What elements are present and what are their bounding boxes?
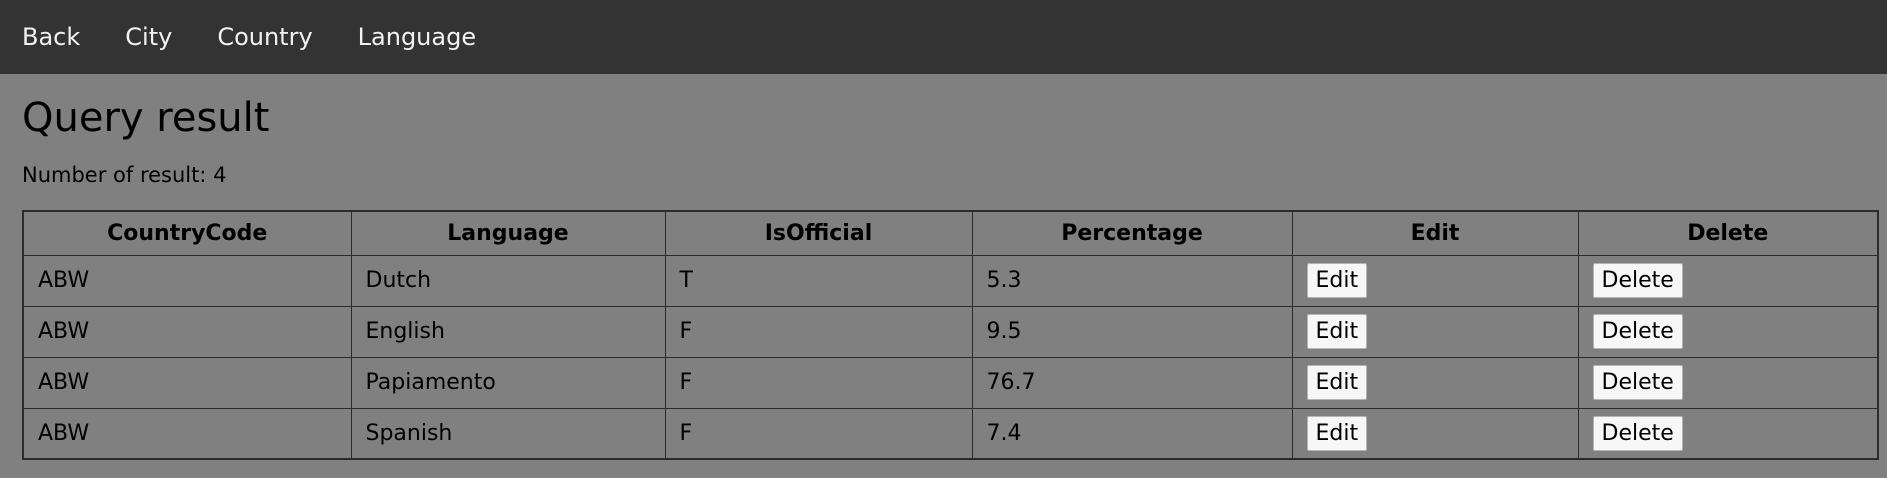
table-row: ABW Spanish F 7.4 Edit Delete — [22, 407, 1879, 460]
nav-back-link[interactable]: Back — [22, 23, 81, 51]
delete-button[interactable]: Delete — [1592, 365, 1683, 400]
main-content: Query result Number of result: 4 Country… — [22, 74, 1879, 460]
delete-button[interactable]: Delete — [1592, 415, 1683, 451]
cell-delete: Delete — [1577, 254, 1879, 307]
table-header-row: CountryCode Language IsOfficial Percenta… — [22, 210, 1879, 256]
edit-button[interactable]: Edit — [1306, 314, 1368, 349]
cell-countrycode: ABW — [22, 356, 352, 409]
edit-button[interactable]: Edit — [1306, 263, 1368, 298]
cell-percentage: 76.7 — [971, 356, 1293, 409]
cell-language: Dutch — [350, 254, 666, 307]
nav-country-link[interactable]: Country — [217, 23, 313, 51]
cell-edit: Edit — [1291, 305, 1579, 358]
header-isofficial: IsOfficial — [664, 210, 973, 256]
cell-delete: Delete — [1577, 305, 1879, 358]
results-table: CountryCode Language IsOfficial Percenta… — [22, 210, 1879, 460]
cell-countrycode: ABW — [22, 305, 352, 358]
cell-isofficial: F — [664, 305, 973, 358]
cell-percentage: 5.3 — [971, 254, 1293, 307]
cell-delete: Delete — [1577, 407, 1879, 460]
cell-language: Spanish — [350, 407, 666, 460]
cell-language: English — [350, 305, 666, 358]
edit-button[interactable]: Edit — [1306, 365, 1368, 400]
edit-button[interactable]: Edit — [1306, 415, 1368, 451]
cell-percentage: 9.5 — [971, 305, 1293, 358]
header-percentage: Percentage — [971, 210, 1293, 256]
header-delete: Delete — [1577, 210, 1879, 256]
table-row: ABW Dutch T 5.3 Edit Delete — [22, 254, 1879, 307]
delete-button[interactable]: Delete — [1592, 314, 1683, 349]
cell-edit: Edit — [1291, 254, 1579, 307]
nav-city-link[interactable]: City — [125, 23, 173, 51]
result-count: Number of result: 4 — [22, 163, 227, 187]
header-language: Language — [350, 210, 666, 256]
cell-language: Papiamento — [350, 356, 666, 409]
header-edit: Edit — [1291, 210, 1579, 256]
page-title: Query result — [22, 95, 270, 141]
header-countrycode: CountryCode — [22, 210, 352, 256]
table-row: ABW Papiamento F 76.7 Edit Delete — [22, 356, 1879, 409]
cell-countrycode: ABW — [22, 407, 352, 460]
cell-delete: Delete — [1577, 356, 1879, 409]
cell-isofficial: F — [664, 356, 973, 409]
table-row: ABW English F 9.5 Edit Delete — [22, 305, 1879, 358]
cell-countrycode: ABW — [22, 254, 352, 307]
delete-button[interactable]: Delete — [1592, 263, 1683, 298]
cell-edit: Edit — [1291, 407, 1579, 460]
top-nav: Back City Country Language — [0, 0, 1887, 74]
cell-percentage: 7.4 — [971, 407, 1293, 460]
cell-isofficial: F — [664, 407, 973, 460]
nav-language-link[interactable]: Language — [357, 23, 477, 51]
cell-isofficial: T — [664, 254, 973, 307]
cell-edit: Edit — [1291, 356, 1579, 409]
